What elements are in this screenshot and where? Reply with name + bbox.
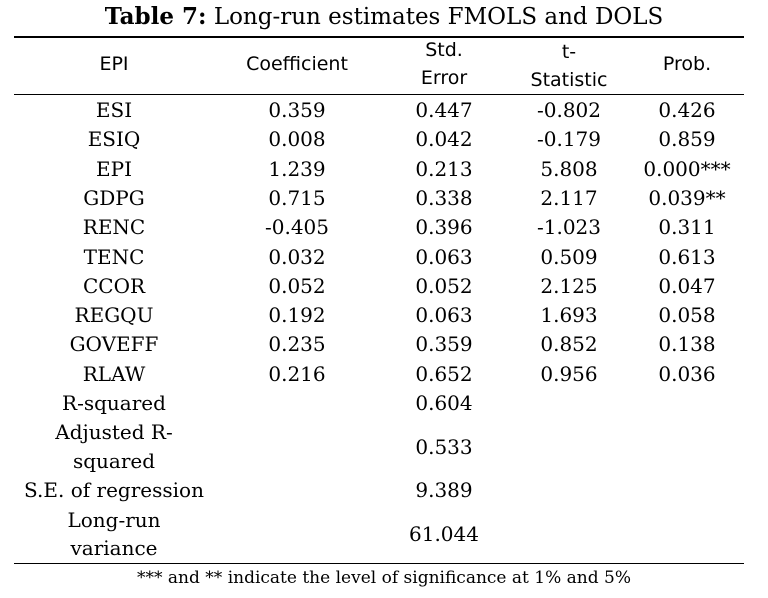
lrv-label-top: Long-run	[67, 508, 161, 532]
cell-std-error: 0.042	[415, 127, 473, 152]
cell-t-statistic: 0.956	[540, 361, 598, 386]
cell-variable: GOVEFF	[69, 332, 159, 357]
lrv-value: 61.044	[409, 522, 479, 546]
adj-rsq-label-bottom: squared	[72, 449, 156, 473]
cell-prob: 0.426	[658, 98, 716, 122]
table-caption-label: Table 7:	[104, 3, 207, 30]
table-caption-text: Long-run estimates FMOLS and DOLS	[213, 4, 664, 30]
lrv-label-bottom: variance	[70, 536, 158, 560]
top-rule	[14, 36, 744, 38]
cell-prob: 0.047	[658, 273, 716, 298]
cell-std-error: 0.652	[415, 361, 473, 386]
cell-prob: 0.036	[658, 361, 716, 386]
header-variable: EPI	[99, 53, 129, 75]
cell-coefficient: 0.008	[268, 127, 326, 152]
cell-variable: ESIQ	[87, 127, 141, 152]
cell-prob: 0.058	[658, 303, 716, 328]
cell-variable: TENC	[83, 244, 145, 269]
cell-coefficient: 0.216	[268, 361, 326, 386]
rsq-label: R-squared	[62, 391, 166, 415]
cell-std-error: 0.338	[415, 185, 473, 210]
cell-prob: 0.311	[658, 215, 716, 240]
adj-rsq-label-top: Adjusted R-	[55, 420, 173, 444]
cell-variable: GDPG	[83, 185, 145, 210]
cell-prob: 0.138	[658, 332, 716, 357]
header-std-label-top: Std.	[425, 39, 463, 61]
cell-prob: 0.039**	[648, 185, 726, 210]
cell-t-statistic: 0.852	[540, 332, 598, 357]
header-t-label-bottom: Statistic	[530, 69, 608, 91]
cell-t-statistic: 0.509	[540, 244, 598, 269]
rsq-value: 0.604	[415, 391, 473, 415]
cell-prob: 0.000***	[643, 156, 731, 181]
header-coefficient: Coefficient	[246, 53, 348, 75]
cell-coefficient: 0.192	[268, 303, 326, 328]
header-std-label-bottom: Error	[420, 67, 468, 89]
cell-std-error: 0.063	[415, 303, 473, 328]
cell-variable: RLAW	[82, 361, 146, 386]
ser-value: 9.389	[415, 478, 473, 502]
cell-variable: RENC	[82, 215, 146, 240]
cell-std-error: 0.447	[415, 98, 473, 122]
cell-coefficient: -0.405	[264, 215, 329, 240]
adj-rsq-value: 0.533	[415, 435, 473, 459]
cell-std-error: 0.052	[415, 273, 473, 298]
cell-std-error: 0.063	[415, 244, 473, 269]
cell-coefficient: 1.239	[268, 156, 326, 181]
cell-coefficient: 0.359	[268, 98, 326, 122]
cell-t-statistic: -1.023	[536, 215, 601, 240]
cell-prob: 0.613	[658, 244, 716, 269]
cell-t-statistic: 5.808	[540, 156, 598, 181]
cell-std-error: 0.396	[415, 215, 473, 240]
bottom-rule	[14, 563, 744, 564]
table-caption: Table 7: Long-run estimates FMOLS and DO…	[0, 2, 768, 32]
cell-coefficient: 0.032	[268, 244, 326, 269]
cell-variable: EPI	[96, 156, 132, 181]
header-prob: Prob.	[662, 53, 712, 75]
cell-coefficient: 0.052	[268, 273, 326, 298]
table-footnote: *** and ** indicate the level of signifi…	[137, 568, 631, 588]
cell-std-error: 0.359	[415, 332, 473, 357]
cell-coefficient: 0.715	[268, 185, 326, 210]
cell-t-statistic: 2.125	[540, 273, 598, 298]
header-t-label-top: t-	[561, 41, 577, 63]
cell-prob: 0.859	[658, 127, 716, 152]
header-rule	[14, 94, 744, 95]
ser-label: S.E. of regression	[24, 478, 204, 502]
cell-coefficient: 0.235	[268, 332, 326, 357]
cell-t-statistic: -0.802	[536, 98, 601, 122]
cell-variable: REGQU	[74, 303, 154, 328]
cell-variable: CCOR	[82, 273, 146, 298]
cell-std-error: 0.213	[415, 156, 473, 181]
cell-t-statistic: 2.117	[540, 185, 598, 210]
cell-t-statistic: 1.693	[540, 303, 598, 328]
cell-t-statistic: -0.179	[536, 127, 601, 152]
cell-variable: ESI	[95, 98, 133, 122]
